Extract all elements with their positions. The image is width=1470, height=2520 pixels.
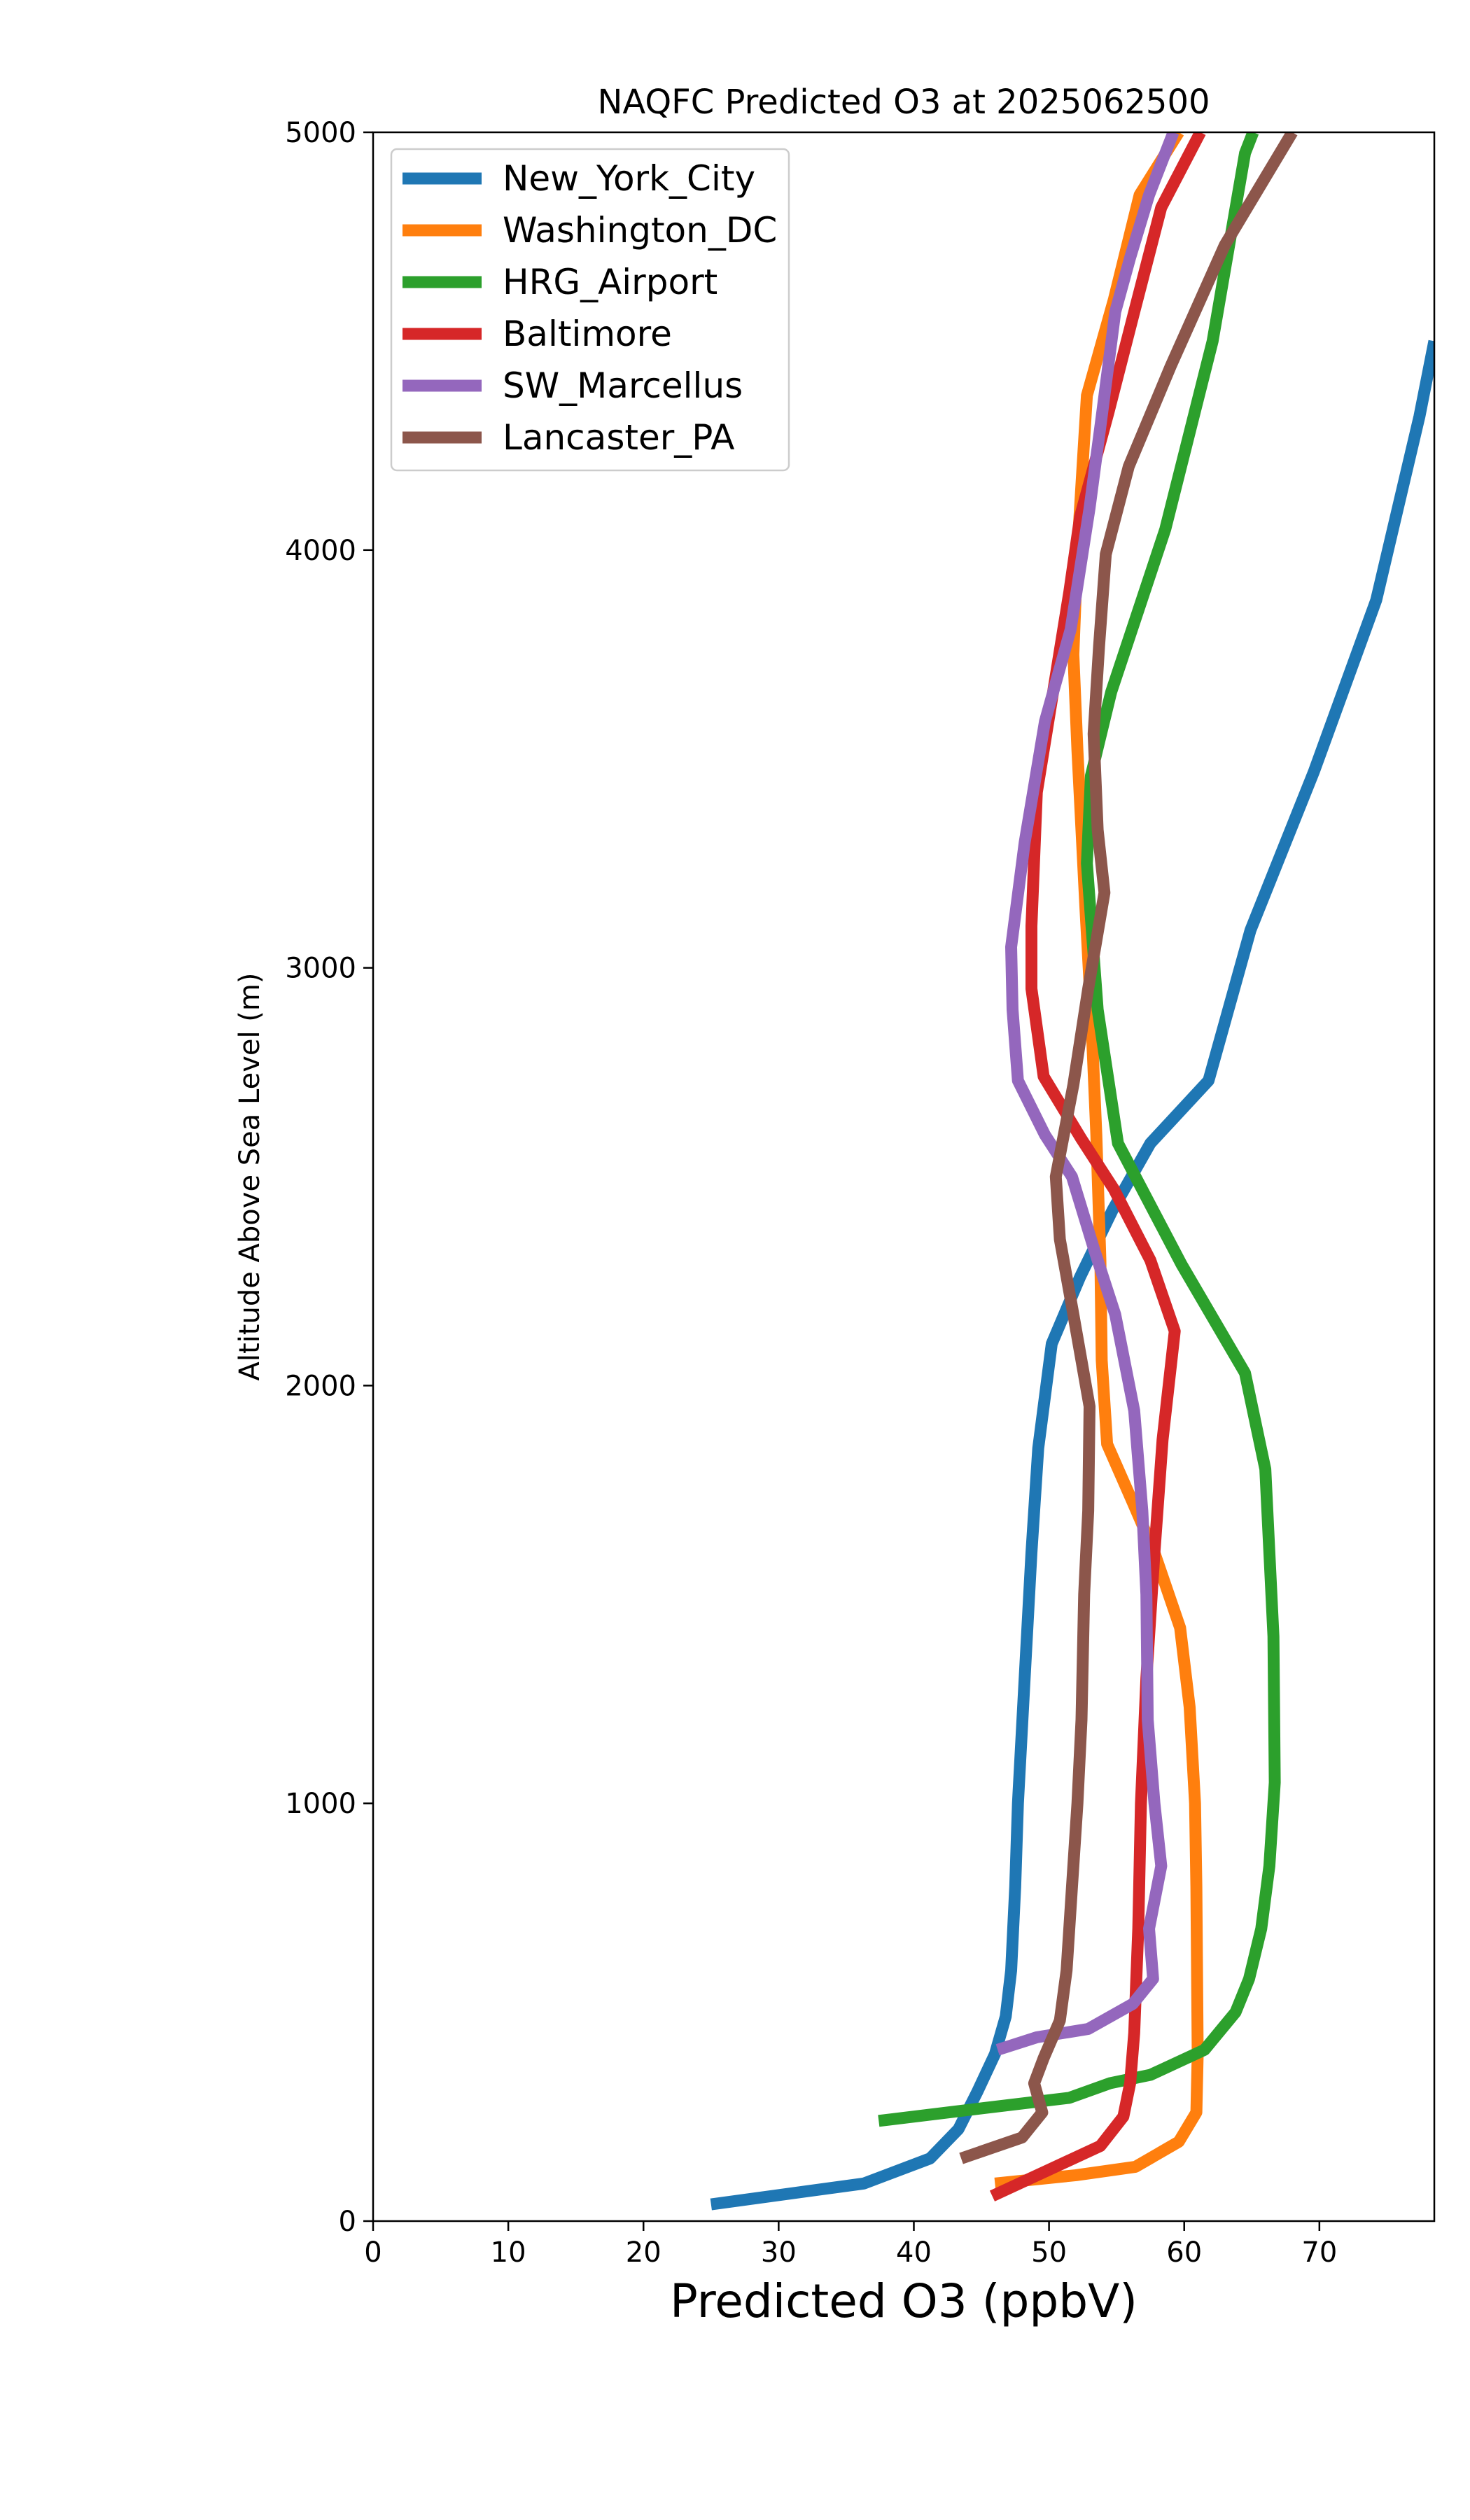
plot-frame bbox=[372, 131, 1436, 2222]
series-line-lancaster-pa bbox=[959, 132, 1298, 2164]
legend: New_York_City Washington_DC HRG_Airport Bal… bbox=[390, 148, 790, 472]
y-tick-label: 1000 bbox=[285, 1788, 356, 1820]
x-tick-label: 40 bbox=[896, 2236, 932, 2269]
y-tick-label: 2000 bbox=[285, 1370, 356, 1402]
y-tick-label: 0 bbox=[339, 2206, 356, 2238]
y-axis: 0 1000 2000 3000 4000 5000 bbox=[285, 117, 373, 2238]
x-tick-label: 60 bbox=[1166, 2236, 1202, 2269]
y-tick-label: 4000 bbox=[285, 535, 356, 567]
x-tick-label: 50 bbox=[1031, 2236, 1067, 2269]
x-tick-label: 70 bbox=[1301, 2236, 1337, 2269]
x-tick-label: 30 bbox=[761, 2236, 797, 2269]
legend-label: New_York_City bbox=[503, 158, 755, 199]
x-axis: 0 10 20 30 40 50 60 70 bbox=[364, 2221, 1337, 2269]
x-tick-label: 20 bbox=[626, 2236, 662, 2269]
series-lines bbox=[710, 132, 1434, 2211]
y-tick-label: 5000 bbox=[285, 117, 356, 149]
chart-title: NAQFC Predicted O3 at 2025062500 bbox=[597, 83, 1210, 122]
series-line-sw-marcellus bbox=[995, 132, 1180, 2056]
legend-label: HRG_Airport bbox=[503, 262, 718, 302]
y-tick-label: 3000 bbox=[285, 953, 356, 985]
legend-label: SW_Marcellus bbox=[503, 365, 743, 406]
legend-frame bbox=[390, 148, 790, 472]
legend-label: Lancaster_PA bbox=[503, 417, 734, 458]
series-line-hrg-airport bbox=[878, 132, 1281, 2127]
x-tick-label: 0 bbox=[364, 2236, 382, 2269]
y-axis-label: Altitude Above Sea Level (m) bbox=[234, 973, 266, 1381]
legend-label: Baltimore bbox=[503, 314, 672, 354]
x-tick-label: 10 bbox=[491, 2236, 526, 2269]
legend-label: Washington_DC bbox=[503, 210, 777, 251]
series-line-baltimore bbox=[989, 132, 1206, 2202]
x-axis-label: Predicted O3 (ppbV) bbox=[670, 2274, 1138, 2328]
